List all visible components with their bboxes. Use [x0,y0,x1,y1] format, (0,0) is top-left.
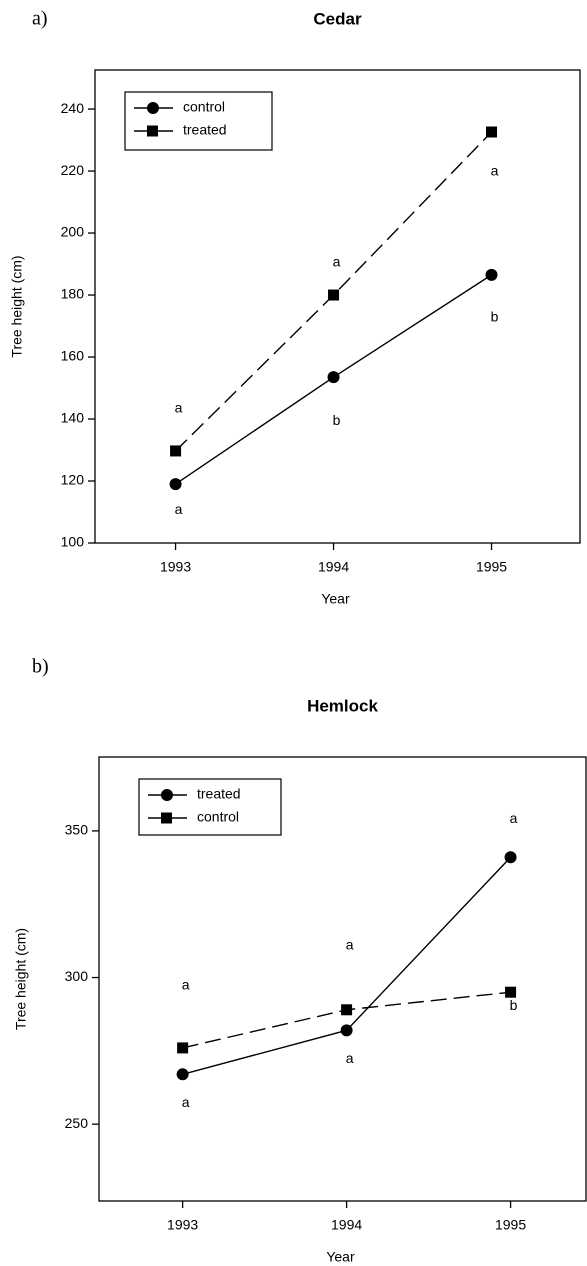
significance-label: a [491,163,499,179]
y-axis-label: Tree height (cm) [9,255,25,357]
x-tick-label: 1995 [476,559,507,575]
series-line [182,856,512,1075]
significance-label: a [182,977,190,993]
marker [328,289,340,301]
significance-label: a [175,400,183,416]
marker [505,986,517,998]
legend-marker [161,789,173,801]
legend-label: control [183,99,225,115]
series-line [182,991,511,1049]
chart-title: Cedar [313,9,362,28]
significance-label: a [182,1094,190,1110]
chart-title: Hemlock [307,696,378,715]
y-tick-label: 220 [61,162,85,178]
y-tick-label: 180 [61,286,85,302]
x-tick-label: 1993 [167,1217,198,1233]
legend-label: treated [183,122,227,138]
y-tick-label: 140 [61,410,85,426]
x-axis-label: Year [321,591,350,607]
y-tick-label: 300 [65,968,89,984]
significance-label: a [333,254,341,270]
y-tick-label: 200 [61,224,85,240]
marker [485,268,498,281]
y-tick-label: 240 [61,100,85,116]
y-tick-label: 120 [61,472,85,488]
significance-label: a [346,1050,354,1066]
x-tick-label: 1994 [318,559,349,575]
plot-frame [94,69,581,544]
significance-label: a [175,501,183,517]
legend-label: treated [197,786,241,802]
y-axis-label: Tree height (cm) [13,928,29,1030]
panel-label: b) [32,656,49,678]
significance-label: b [510,997,518,1013]
legend-marker [161,812,172,824]
x-tick-label: 1993 [160,559,191,575]
marker [340,1024,353,1037]
legend-marker [147,102,159,114]
significance-label: a [510,810,518,826]
marker [486,126,498,138]
significance-label: b [491,309,499,325]
panel-label: a) [32,8,48,30]
significance-label: a [346,936,354,952]
legend-box [138,778,282,836]
legend-box [124,91,273,151]
significance-label: b [333,412,341,428]
marker [169,478,182,491]
marker [176,1068,189,1081]
marker [327,371,340,384]
y-tick-label: 100 [61,534,85,550]
plot-frame [98,756,587,1202]
legend-marker [147,125,158,137]
x-tick-label: 1995 [495,1217,526,1233]
y-tick-label: 350 [65,822,89,838]
marker [504,851,517,864]
x-tick-label: 1994 [331,1217,362,1233]
y-tick-label: 250 [65,1115,89,1131]
marker [170,445,182,457]
x-axis-label: Year [326,1249,355,1265]
marker [341,1004,353,1016]
marker [177,1042,189,1054]
legend-label: control [197,809,239,825]
y-tick-label: 160 [61,348,85,364]
